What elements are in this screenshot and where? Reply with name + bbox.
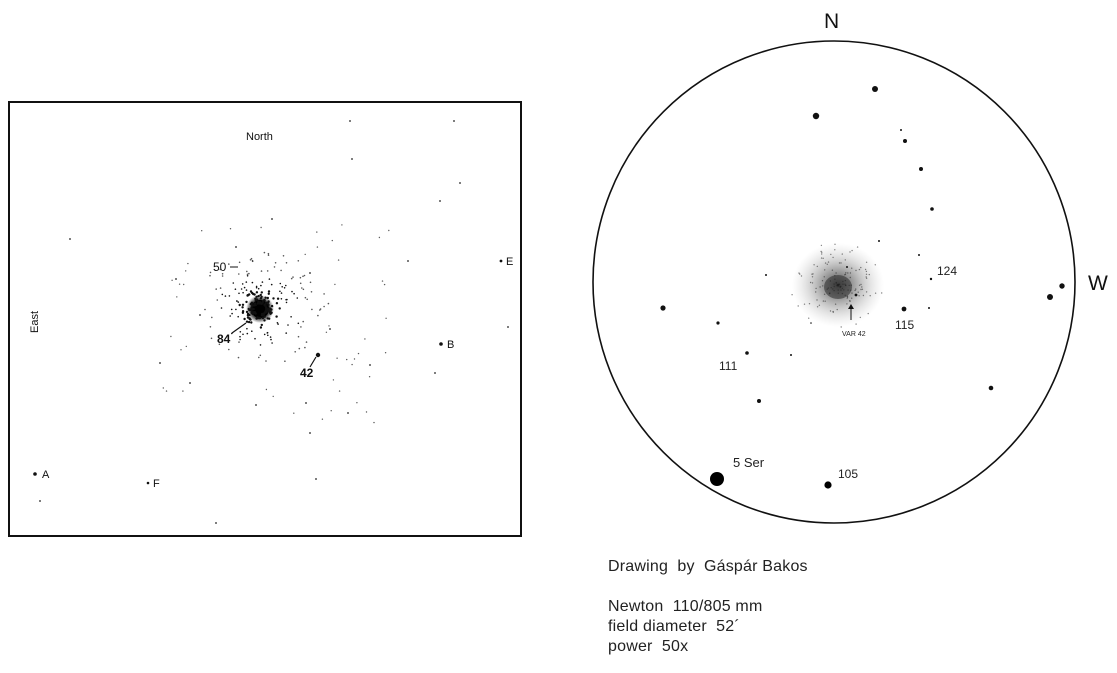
field-stars [39,120,509,524]
star-50-label: 50 [213,260,227,274]
star-124-label: 124 [937,264,957,278]
finder-chart-svg: North East 50 84 42 A B [29,120,513,524]
star-F-label: F [153,478,160,490]
north-label: North [246,131,273,143]
cluster-stars [204,251,330,363]
compass-west: W [1088,272,1108,295]
star-50: 50 [213,260,238,274]
star-E: E [499,256,513,268]
cluster-grain [791,243,883,328]
caption-credit: Drawing by Gáspár Bakos [608,558,808,575]
star-A: A [33,469,50,481]
star-42-label: 42 [300,366,314,380]
star-42: 42 [300,352,321,380]
star-E-label: E [506,256,513,268]
star-F: F [146,478,160,490]
star-115: 115 [895,306,914,332]
caption-telescope: Newton 110/805 mm [608,598,763,615]
compass-north: N [824,10,840,33]
finder-chart: North East 50 84 42 A B [8,101,522,537]
variable-42-marker: VAR 42 [842,304,866,338]
star-111-label: 111 [719,359,738,373]
star-84: 84 [217,322,247,346]
star-5-ser: 5 Ser [710,455,765,486]
eyepiece-drawing: 124 115 111 105 5 Ser VAR 42 [592,40,1076,524]
star-115-label: 115 [895,318,914,332]
caption-power: power 50x [608,638,689,655]
star-84-label: 84 [217,332,231,346]
star-B: B [439,339,454,351]
star-5-ser-label: 5 Ser [733,455,765,470]
variable-42-label: VAR 42 [842,331,866,338]
star-A-label: A [42,469,50,481]
star-105-label: 105 [838,467,858,481]
star-124: 124 [929,264,957,281]
east-label: East [29,311,41,333]
star-B-label: B [447,339,454,351]
caption-field: field diameter 52´ [608,618,740,635]
star-105: 105 [824,467,858,489]
star-111: 111 [719,351,749,373]
eyepiece-stars [660,86,1065,403]
